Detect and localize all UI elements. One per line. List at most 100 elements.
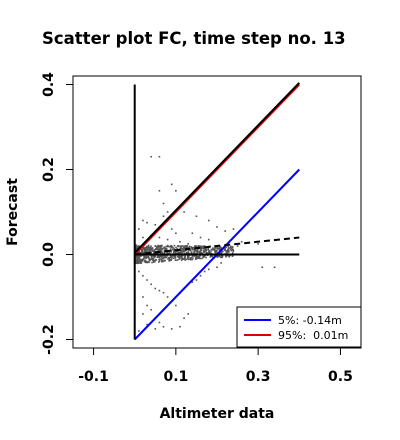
scatter-point	[178, 252, 181, 254]
scatter-point	[229, 248, 232, 251]
scatter-point	[231, 255, 234, 257]
scatter-point	[142, 258, 145, 261]
scatter-point	[180, 256, 182, 259]
scatter-point	[216, 247, 218, 250]
scatter-point	[140, 262, 143, 265]
scatter-point	[207, 219, 210, 222]
scatter-point	[150, 308, 152, 311]
scatter-point	[240, 240, 243, 243]
scatter-point	[138, 262, 140, 264]
scatter-point	[151, 261, 153, 264]
scatter-point	[158, 155, 161, 158]
scatter-point	[208, 250, 210, 252]
scatter-point	[137, 262, 139, 265]
scatter-point	[147, 244, 150, 247]
scatter-point	[147, 255, 150, 258]
scatter-point	[184, 259, 186, 261]
legend-label-95pct: 95%: 0.01m	[278, 329, 348, 342]
scatter-point	[160, 251, 162, 254]
scatter-point	[151, 247, 154, 249]
scatter-point	[198, 250, 201, 253]
scatter-point	[142, 313, 144, 315]
scatter-point	[157, 245, 160, 248]
scatter-point	[190, 256, 193, 259]
scatter-point	[163, 247, 165, 249]
scatter-point	[200, 245, 202, 248]
scatter-point	[167, 258, 169, 260]
scatter-point	[144, 255, 146, 258]
scatter-point	[261, 266, 264, 269]
scatter-point	[142, 274, 144, 277]
x-axis-label: Altimeter data	[160, 406, 275, 422]
scatter-point	[148, 246, 150, 249]
scatter-point	[136, 259, 138, 261]
scatter-point	[205, 256, 207, 259]
scatter-point	[158, 258, 160, 261]
scatter-point	[135, 255, 137, 258]
y-tick-label: 0.2	[41, 157, 57, 182]
scatter-point	[143, 257, 145, 259]
scatter-point	[138, 270, 140, 273]
scatter-point	[137, 245, 139, 248]
scatter-point	[228, 251, 230, 253]
scatter-point	[165, 248, 168, 250]
scatter-point	[148, 261, 151, 263]
plot-frame	[72, 75, 362, 349]
scatter-point	[155, 259, 158, 261]
scatter-point	[191, 248, 193, 250]
scatter-point	[191, 255, 194, 257]
scatter-point	[194, 252, 196, 255]
scatter-point	[209, 256, 212, 258]
scatter-point	[142, 254, 145, 257]
scatter-point	[140, 248, 143, 251]
scatter-point	[136, 246, 139, 249]
scatter-point	[150, 256, 153, 259]
scatter-point	[137, 256, 140, 258]
scatter-point	[205, 251, 208, 254]
scatter-point	[149, 250, 152, 253]
x-tick-label: 0.1	[163, 369, 188, 385]
scatter-point	[146, 256, 149, 258]
scatter-point	[145, 260, 148, 263]
scatter-point	[150, 155, 152, 158]
scatter-point	[138, 251, 141, 254]
scatter-point	[148, 258, 151, 261]
scatter-point	[145, 255, 148, 257]
scatter-point	[199, 250, 202, 253]
scatter-point	[193, 255, 195, 257]
scatter-point	[138, 256, 141, 259]
scatter-point	[146, 248, 148, 250]
scatter-point	[156, 256, 159, 259]
scatter-point	[219, 252, 221, 255]
scatter-point	[174, 250, 176, 253]
scatter-point	[202, 256, 205, 259]
scatter-point	[165, 256, 168, 259]
scatter-point	[146, 221, 148, 224]
scatter-point	[181, 247, 184, 250]
scatter-point	[140, 259, 142, 262]
scatter-point	[207, 248, 210, 251]
scatter-point	[200, 252, 203, 254]
scatter-point	[187, 252, 190, 254]
scatter-point	[152, 259, 154, 261]
legend-box	[236, 306, 362, 348]
scatter-point	[159, 247, 162, 249]
scatter-point	[155, 247, 157, 250]
chart-title: Scatter plot FC, time step no. 13	[42, 29, 346, 48]
scatter-point	[196, 257, 199, 259]
scatter-point	[185, 249, 187, 252]
scatter-point	[179, 247, 182, 250]
scatter-point	[195, 256, 197, 259]
scatter-point	[152, 261, 155, 263]
scatter-point	[145, 261, 147, 264]
scatter-point	[190, 246, 193, 249]
scatter-point	[170, 228, 173, 230]
scatter-point	[135, 262, 137, 264]
scatter-point	[156, 252, 158, 255]
scatter-point	[196, 248, 199, 251]
scatter-point	[154, 223, 157, 226]
scatter-point	[142, 236, 144, 239]
scatter-point	[140, 250, 143, 252]
scatter-point	[181, 257, 183, 259]
scatter-point	[273, 266, 276, 269]
